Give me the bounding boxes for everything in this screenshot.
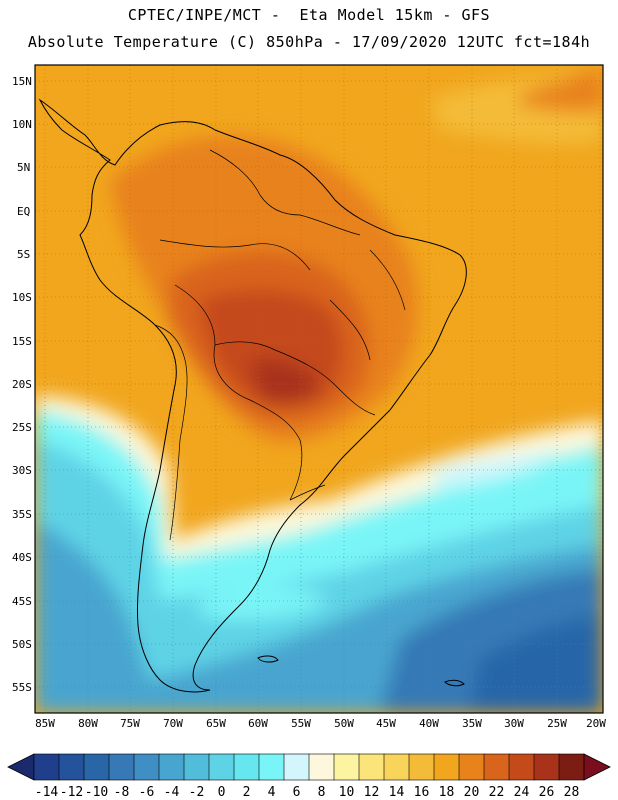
colorbar-cell (458, 753, 485, 781)
colorbar-cell (258, 753, 285, 781)
map-title-line-2: Absolute Temperature (C) 850hPa - 17/09/… (27, 33, 591, 51)
colorbar-cell (433, 753, 460, 781)
lon-label: 25W (547, 717, 567, 730)
colorbar-cell (158, 753, 185, 781)
colorbar-label: -2 (189, 785, 205, 800)
lat-label: 35S (12, 508, 32, 521)
colorbar-label: 0 (218, 785, 226, 800)
lat-label: EQ (17, 205, 30, 218)
colorbar-cell (58, 753, 85, 781)
colorbar-label: 10 (339, 785, 355, 800)
lat-label: 25S (12, 421, 32, 434)
colorbar-label: -10 (85, 785, 108, 800)
lat-label: 10S (12, 291, 32, 304)
lat-label: 55S (12, 681, 32, 694)
colorbar-label: 14 (389, 785, 405, 800)
colorbar-cell (533, 753, 560, 781)
colorbar-label: -6 (139, 785, 155, 800)
colorbar-under-triangle (7, 753, 35, 781)
lon-label: 60W (248, 717, 268, 730)
lon-label: 80W (78, 717, 98, 730)
lon-label: 70W (163, 717, 183, 730)
colorbar-cell (333, 753, 360, 781)
colorbar-label: -8 (114, 785, 130, 800)
longitude-axis: 85W 80W 75W 70W 65W 60W 55W 50W 45W 40W … (35, 717, 606, 730)
colorbar-label: 16 (414, 785, 430, 800)
coastlines (38, 98, 467, 693)
colorbar-cell (83, 753, 110, 781)
colorbar-label: 20 (464, 785, 480, 800)
lon-label: 75W (120, 717, 140, 730)
colorbar-cell (358, 753, 385, 781)
colorbar-cell (383, 753, 410, 781)
lon-label: 45W (376, 717, 396, 730)
colorbar-cell (558, 753, 585, 781)
lat-label: 5N (17, 161, 30, 174)
latitude-axis: 15N 10N 5N EQ 5S 10S 15S 20S 25S 30S 35S… (12, 75, 32, 694)
lat-label: 15N (12, 75, 32, 88)
lon-label: 35W (462, 717, 482, 730)
colorbar-label: 24 (514, 785, 530, 800)
colorbar-cell (308, 753, 335, 781)
lat-label: 45S (12, 595, 32, 608)
colorbar-cell (233, 753, 260, 781)
colorbar-label: 28 (564, 785, 580, 800)
map-frame (34, 64, 604, 714)
lat-label: 20S (12, 378, 32, 391)
colorbar-label: -12 (60, 785, 83, 800)
country-borders (154, 149, 406, 541)
colorbar-label: 22 (489, 785, 505, 800)
colorbar-label: -4 (164, 785, 180, 800)
colorbar-label: 8 (318, 785, 326, 800)
graticule (35, 65, 603, 713)
colorbar-cell (408, 753, 435, 781)
lat-label: 10N (12, 118, 32, 131)
colorbar-cell (483, 753, 510, 781)
lat-label: 30S (12, 464, 32, 477)
colorbar-label: 4 (268, 785, 276, 800)
lon-label: 55W (291, 717, 311, 730)
lon-label: 20W (586, 717, 606, 730)
colorbar-over-triangle (583, 753, 611, 781)
colorbar-cell (133, 753, 160, 781)
colorbar-cell (108, 753, 135, 781)
lat-label: 50S (12, 638, 32, 651)
lon-label: 40W (419, 717, 439, 730)
lat-label: 15S (12, 335, 32, 348)
temperature-field (35, 65, 603, 713)
colorbar-cell (508, 753, 535, 781)
lon-label: 30W (504, 717, 524, 730)
colorbar-label: -14 (35, 785, 59, 800)
colorbar-cell (208, 753, 235, 781)
colorbar-label: 18 (439, 785, 455, 800)
colorbar-cell (183, 753, 210, 781)
colorbar: -14 -12 -10 -8 -6 -4 -2 0 2 4 6 8 10 12 14 16 18 20 22 24 26… (7, 753, 611, 800)
colorbar-label: 6 (293, 785, 301, 800)
colorbar-label: 2 (243, 785, 251, 800)
colorbar-label: 26 (539, 785, 555, 800)
lon-label: 85W (35, 717, 55, 730)
map-title-line-1: CPTEC/INPE/MCT - Eta Model 15km - GFS (127, 6, 491, 24)
colorbar-cell (283, 753, 310, 781)
lat-label: 40S (12, 551, 32, 564)
lon-label: 65W (206, 717, 226, 730)
colorbar-cell (33, 753, 60, 781)
lon-label: 50W (334, 717, 354, 730)
lat-label: 5S (17, 248, 30, 261)
colorbar-label: 12 (364, 785, 380, 800)
